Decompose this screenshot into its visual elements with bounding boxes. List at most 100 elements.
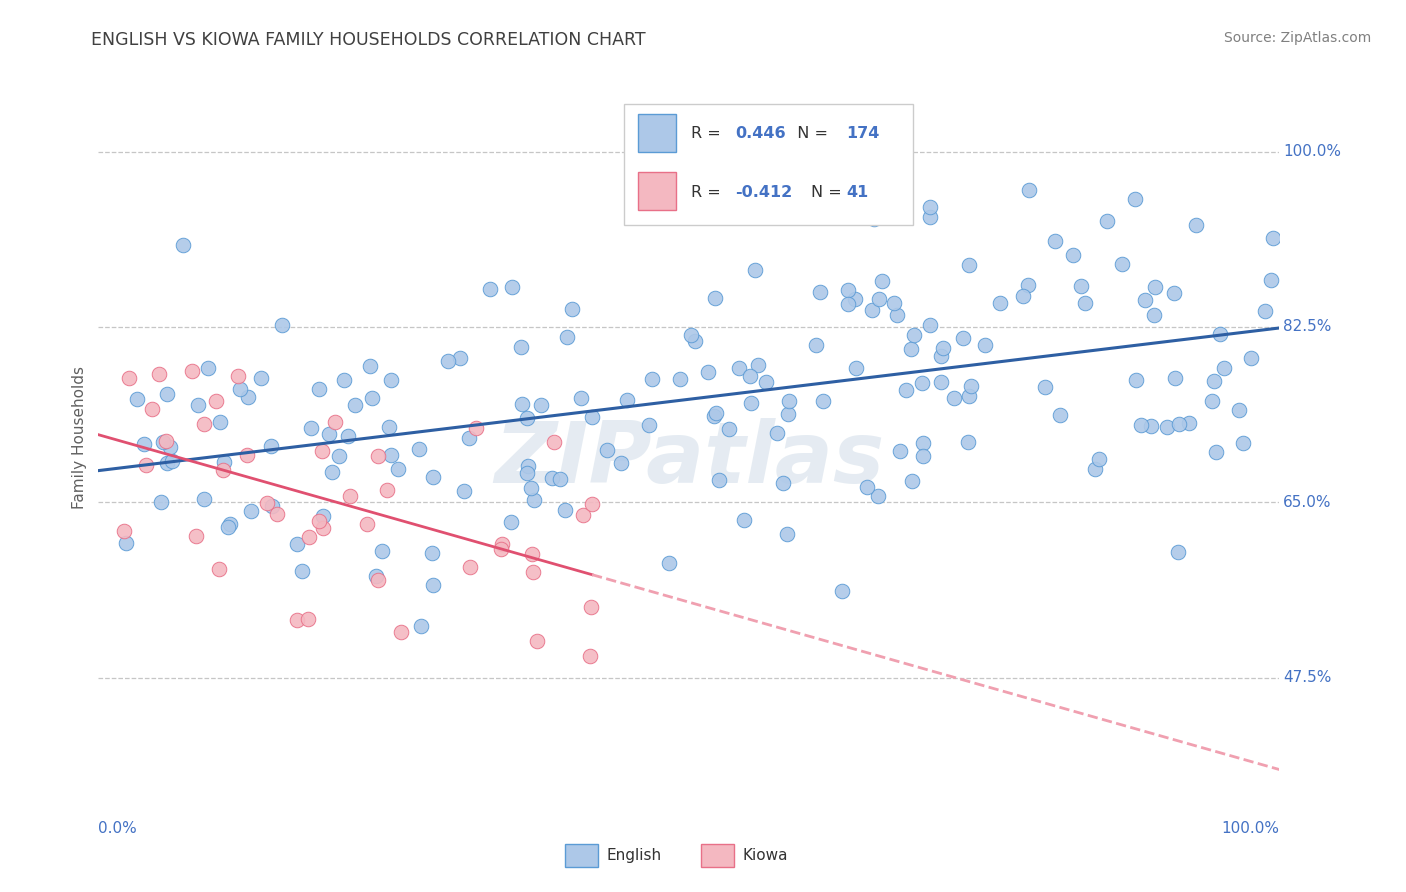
Point <box>658 556 681 570</box>
Point <box>932 341 955 355</box>
Point <box>697 365 720 379</box>
Point <box>228 383 250 397</box>
Point <box>337 429 360 443</box>
Point <box>957 389 980 403</box>
Point <box>1205 444 1227 458</box>
Point <box>1201 393 1223 408</box>
Point <box>250 370 273 384</box>
Point <box>1129 417 1152 432</box>
Point <box>187 398 209 412</box>
Point <box>152 435 174 450</box>
Text: 65.0%: 65.0% <box>1284 495 1331 509</box>
Point <box>900 342 922 356</box>
Point <box>856 480 879 494</box>
Text: ZIPatlas: ZIPatlas <box>494 417 884 500</box>
Point <box>911 376 934 390</box>
Point <box>837 283 859 297</box>
Point <box>541 471 564 485</box>
Point <box>478 282 501 296</box>
Point <box>311 444 333 458</box>
Point <box>333 373 356 387</box>
Point <box>1095 213 1118 227</box>
Point <box>117 370 139 384</box>
Point <box>1164 370 1187 384</box>
Point <box>367 450 389 464</box>
Point <box>755 375 778 389</box>
Point <box>328 450 350 464</box>
Point <box>868 292 890 306</box>
Point <box>1167 417 1189 431</box>
Point <box>974 338 997 352</box>
Point <box>900 474 922 488</box>
Text: N =: N = <box>811 185 846 200</box>
FancyBboxPatch shape <box>638 114 676 152</box>
Point <box>561 302 583 317</box>
Point <box>236 390 259 404</box>
Point <box>298 530 321 544</box>
Point <box>321 465 343 479</box>
Point <box>1142 308 1164 322</box>
Point <box>929 350 952 364</box>
Point <box>1140 419 1163 434</box>
Text: R =: R = <box>692 185 725 200</box>
Point <box>550 472 572 486</box>
Point <box>155 434 177 449</box>
Point <box>870 274 893 288</box>
Point <box>579 600 602 615</box>
Point <box>554 503 576 517</box>
Point <box>772 475 794 490</box>
Point <box>197 361 219 376</box>
Point <box>844 293 866 307</box>
Point <box>889 444 911 458</box>
Point <box>766 426 789 441</box>
Point <box>156 456 179 470</box>
Point <box>703 409 725 423</box>
Point <box>112 524 135 538</box>
Point <box>942 392 965 406</box>
Text: Source: ZipAtlas.com: Source: ZipAtlas.com <box>1223 31 1371 45</box>
Point <box>866 489 889 503</box>
Point <box>837 297 859 311</box>
Point <box>860 302 883 317</box>
Point <box>703 291 725 305</box>
Point <box>135 458 157 472</box>
Point <box>543 434 565 449</box>
Point <box>361 391 384 405</box>
Point <box>287 613 309 627</box>
Point <box>681 327 703 342</box>
Text: 0.446: 0.446 <box>735 126 786 141</box>
Point <box>831 583 853 598</box>
Point <box>271 318 294 333</box>
Point <box>911 436 934 450</box>
Point <box>193 492 215 507</box>
Point <box>211 463 233 477</box>
FancyBboxPatch shape <box>624 104 914 225</box>
Point <box>581 410 603 425</box>
Point <box>1209 327 1232 342</box>
Point <box>148 368 170 382</box>
Point <box>240 503 263 517</box>
Point <box>356 517 378 532</box>
Point <box>740 396 762 410</box>
Point <box>378 420 401 434</box>
Point <box>205 393 228 408</box>
Point <box>149 495 172 509</box>
Point <box>683 334 706 349</box>
Point <box>747 359 769 373</box>
Point <box>1018 183 1040 197</box>
Point <box>1144 279 1167 293</box>
Point <box>1123 192 1146 206</box>
Point <box>343 398 366 412</box>
Text: -0.412: -0.412 <box>735 185 792 200</box>
Point <box>458 560 481 574</box>
Point <box>436 353 458 368</box>
Point <box>1133 293 1156 307</box>
Point <box>260 500 283 514</box>
Point <box>520 547 543 561</box>
Point <box>380 449 402 463</box>
Point <box>299 420 322 434</box>
Point <box>530 398 553 412</box>
Point <box>738 369 761 384</box>
FancyBboxPatch shape <box>638 172 676 211</box>
Point <box>804 337 827 351</box>
